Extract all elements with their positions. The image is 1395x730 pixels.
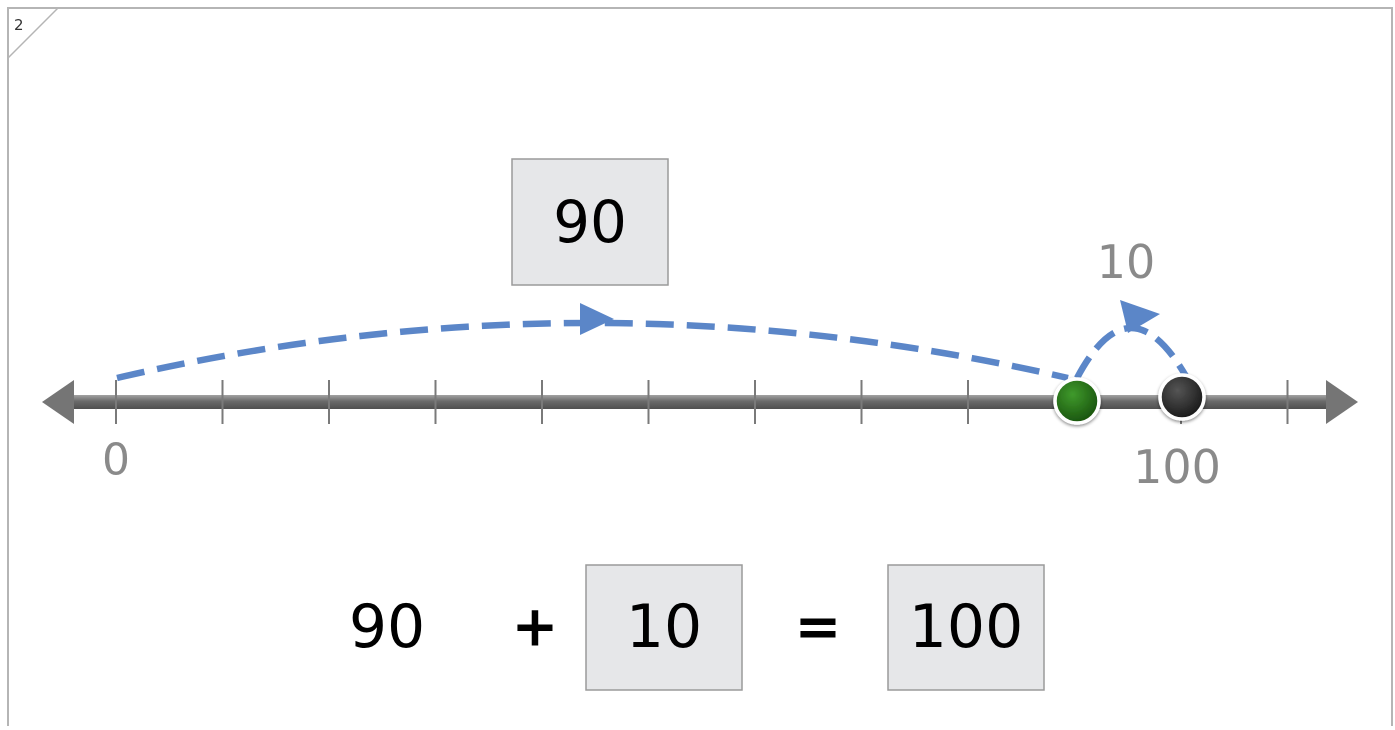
point-green[interactable] <box>1053 377 1101 425</box>
left-arrowhead <box>42 380 74 424</box>
jump-large-value: 90 <box>553 188 627 256</box>
equation-addend2-box <box>585 564 743 691</box>
corner-fold <box>7 7 59 59</box>
equation-addend2: 10 <box>626 592 702 662</box>
slide-number: 2 <box>14 16 24 34</box>
jump-arrowhead-large <box>580 303 614 335</box>
label-zero: 0 <box>102 435 130 486</box>
equation-addend1: 90 <box>349 592 425 662</box>
equation-plus: + <box>512 595 559 660</box>
equation-sum: 100 <box>909 592 1024 662</box>
label-hundred: 100 <box>1133 440 1221 494</box>
number-line-axis <box>68 395 1330 409</box>
point-black[interactable] <box>1158 373 1206 421</box>
right-arrowhead <box>1326 380 1358 424</box>
slide-frame <box>7 7 1393 730</box>
jump-arrowhead-small <box>1120 300 1160 333</box>
equation-sum-box <box>887 564 1045 691</box>
jump-arc-large <box>116 319 1069 382</box>
jump-large-box <box>511 158 669 286</box>
jump-small-value: 10 <box>1097 235 1156 289</box>
equation-equals: = <box>795 595 842 660</box>
jump-arc-small <box>1074 324 1190 380</box>
